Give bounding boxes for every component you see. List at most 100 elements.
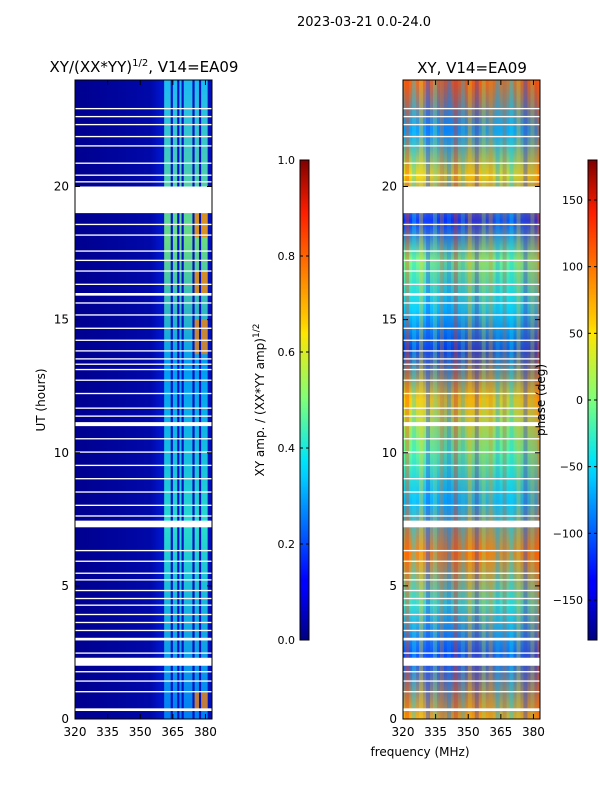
colorbar-tick-label: −50 (560, 461, 583, 474)
flagged-row (403, 597, 540, 600)
phase-colorbar: −150 −100 −50 0 50 100 150 phase (deg) (534, 159, 598, 641)
flagged-row (403, 629, 540, 632)
flagged-row (75, 560, 212, 562)
y-tick-label: 5 (389, 579, 397, 593)
flagged-row (75, 657, 212, 666)
flagged-row (403, 579, 540, 581)
flagged-row (75, 186, 212, 214)
amplitude-x-ticks: 320 335 350 365 380 (64, 80, 217, 739)
flagged-row (403, 652, 540, 654)
flagged-row (403, 478, 540, 480)
flagged-row (403, 637, 540, 641)
flagged-row (75, 363, 212, 365)
flagged-row (403, 162, 540, 164)
colorbar-tick-label: 0.0 (278, 634, 296, 647)
colorbar-tick-label: 0.6 (278, 346, 296, 359)
flagged-row (403, 422, 540, 427)
flagged-row (75, 392, 212, 395)
y-tick-label: 20 (54, 180, 69, 194)
amplitude-title: XY/(XX*YY)1/2, V14=EA09 (50, 58, 239, 76)
phase-flagged-rows (403, 107, 540, 712)
flagged-row (403, 671, 540, 673)
y-tick-label: 0 (61, 712, 69, 726)
hot-patch (194, 319, 199, 355)
flagged-row (403, 613, 540, 616)
flagged-row (403, 657, 540, 666)
bright-band (201, 80, 208, 719)
flagged-row (75, 652, 212, 654)
colorbar-tick-label: 150 (562, 194, 583, 207)
amplitude-flagged-rows (75, 107, 212, 712)
flagged-row (403, 174, 540, 176)
bright-band (183, 80, 193, 719)
flagged-row (75, 115, 212, 118)
flagged-row (403, 358, 540, 360)
flagged-row (75, 613, 212, 616)
flagged-row (403, 515, 540, 517)
flagged-row (75, 174, 212, 176)
amplitude-y-label: UT (hours) (34, 368, 48, 431)
flagged-row (403, 283, 540, 286)
flagged-row (75, 579, 212, 581)
flagged-row (403, 549, 540, 552)
flagged-row (75, 438, 212, 440)
flagged-row (403, 293, 540, 296)
flagged-row (403, 691, 540, 693)
flagged-row (75, 302, 212, 304)
amplitude-bright-bands (164, 80, 208, 719)
flagged-row (75, 234, 212, 236)
flagged-row (75, 597, 212, 600)
flagged-row (403, 560, 540, 562)
hot-patch (201, 319, 208, 355)
flagged-row (75, 621, 212, 624)
x-tick-label: 320 (64, 725, 87, 739)
amplitude-y-ticks: 0 5 10 15 20 (54, 180, 212, 726)
flagged-row (403, 145, 540, 147)
colorbar-tick-label: 100 (562, 261, 583, 274)
flagged-row (403, 392, 540, 395)
hot-patch (201, 692, 208, 712)
flagged-row (75, 162, 212, 164)
y-tick-label: 0 (389, 712, 397, 726)
y-tick-label: 20 (382, 180, 397, 194)
flagged-row (403, 520, 540, 528)
colorbar-tick-label: 50 (569, 327, 583, 340)
flagged-row (75, 464, 212, 467)
hot-patch (194, 692, 199, 712)
y-tick-label: 10 (54, 446, 69, 460)
flagged-row (75, 637, 212, 641)
bright-band (172, 80, 178, 719)
flagged-row (75, 572, 212, 574)
flagged-row (403, 223, 540, 226)
flagged-row (75, 259, 212, 262)
flagged-row (75, 145, 212, 147)
flagged-row (403, 708, 540, 712)
flagged-row (75, 293, 212, 296)
flagged-row (75, 671, 212, 673)
flagged-row (403, 123, 540, 126)
flagged-row (75, 250, 212, 252)
flagged-row (403, 135, 540, 138)
flagged-row (75, 314, 212, 316)
flagged-row (75, 691, 212, 693)
flagged-row (75, 223, 212, 226)
flagged-row (403, 604, 540, 606)
flagged-row (403, 504, 540, 506)
flagged-row (403, 115, 540, 118)
y-tick-label: 10 (382, 446, 397, 460)
colorbar-tick-label: 1.0 (278, 154, 296, 167)
amplitude-colorbar-ticks: 0.0 0.2 0.4 0.6 0.8 1.0 (278, 154, 309, 647)
flagged-row (75, 604, 212, 606)
colorbar-tick-label: 0.8 (278, 250, 296, 263)
phase-y-ticks: 0 5 10 15 20 (382, 180, 540, 726)
flagged-row (75, 629, 212, 632)
flagged-row (75, 549, 212, 552)
flagged-row (75, 422, 212, 427)
x-tick-label: 380 (194, 725, 217, 739)
phase-colorbar-ticks: −150 −100 −50 0 50 100 150 (553, 194, 597, 607)
x-tick-label: 335 (424, 725, 447, 739)
flagged-row (403, 589, 540, 592)
flagged-row (75, 339, 212, 341)
flagged-row (403, 368, 540, 371)
